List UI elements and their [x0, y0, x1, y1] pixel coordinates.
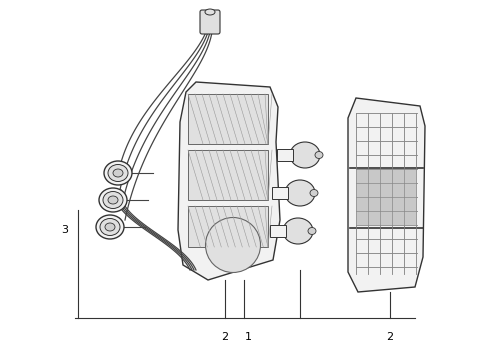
Ellipse shape	[310, 189, 318, 197]
Polygon shape	[348, 98, 425, 292]
Bar	[270, 225, 286, 237]
Text: 3: 3	[62, 225, 69, 235]
Ellipse shape	[108, 196, 118, 204]
Ellipse shape	[315, 152, 323, 158]
Ellipse shape	[99, 188, 127, 212]
Ellipse shape	[308, 228, 316, 234]
Bar	[356, 170, 417, 226]
Ellipse shape	[108, 165, 128, 181]
Ellipse shape	[285, 180, 315, 206]
Ellipse shape	[103, 192, 123, 208]
Bar	[188, 150, 268, 200]
Ellipse shape	[96, 215, 124, 239]
Text: 2: 2	[221, 332, 228, 342]
Ellipse shape	[104, 161, 132, 185]
Bar	[188, 206, 268, 247]
Ellipse shape	[283, 218, 313, 244]
Polygon shape	[178, 82, 280, 280]
Ellipse shape	[290, 142, 320, 168]
Ellipse shape	[205, 9, 215, 15]
FancyBboxPatch shape	[200, 10, 220, 34]
Ellipse shape	[113, 169, 123, 177]
Text: 2: 2	[387, 332, 393, 342]
Bar	[277, 149, 293, 161]
Ellipse shape	[105, 223, 115, 231]
Ellipse shape	[205, 217, 261, 273]
Bar	[188, 94, 268, 144]
Bar	[272, 187, 288, 199]
Text: 1: 1	[245, 332, 251, 342]
Ellipse shape	[100, 219, 120, 235]
